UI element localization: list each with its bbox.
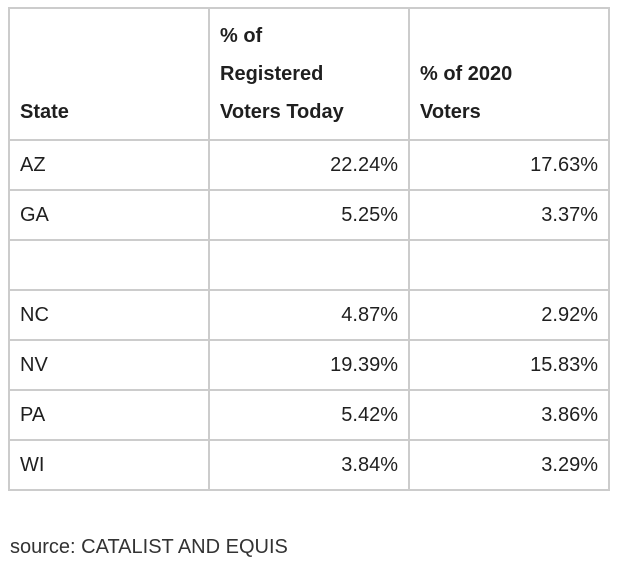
cell-pct-registered-today: 4.87% bbox=[208, 289, 410, 341]
cell-state: GA bbox=[8, 189, 210, 241]
cell-pct-registered-today: 3.84% bbox=[208, 439, 410, 491]
cell-state: NV bbox=[8, 339, 210, 391]
cell-pct-2020-voters: 3.37% bbox=[408, 189, 610, 241]
table-body: AZ 22.24% 17.63% GA 5.25% 3.37% NC 4.87%… bbox=[8, 139, 610, 491]
cell-state: AZ bbox=[8, 139, 210, 191]
cell-state: NC bbox=[8, 289, 210, 341]
table-row-empty bbox=[8, 239, 610, 291]
cell-pct-2020-voters: 3.86% bbox=[408, 389, 610, 441]
cell-pct-2020-voters bbox=[408, 239, 610, 291]
header-state: State bbox=[8, 7, 210, 141]
cell-pct-registered-today: 19.39% bbox=[208, 339, 410, 391]
cell-pct-registered-today: 5.42% bbox=[208, 389, 410, 441]
header-pct-2020-voters: % of 2020 Voters bbox=[408, 7, 610, 141]
table-row: AZ 22.24% 17.63% bbox=[8, 139, 610, 191]
table-header: State % of Registered Voters Today % of … bbox=[8, 7, 610, 141]
table-row: NV 19.39% 15.83% bbox=[8, 339, 610, 391]
table-row: PA 5.42% 3.86% bbox=[8, 389, 610, 441]
cell-pct-registered-today: 22.24% bbox=[208, 139, 410, 191]
cell-state: WI bbox=[8, 439, 210, 491]
table-row: GA 5.25% 3.37% bbox=[8, 189, 610, 241]
header-row: State % of Registered Voters Today % of … bbox=[8, 7, 610, 141]
cell-state: PA bbox=[8, 389, 210, 441]
cell-pct-2020-voters: 15.83% bbox=[408, 339, 610, 391]
source-attribution: source: CATALIST AND EQUIS bbox=[10, 536, 288, 558]
cell-pct-2020-voters: 2.92% bbox=[408, 289, 610, 341]
cell-pct-registered-today: 5.25% bbox=[208, 189, 410, 241]
header-pct-registered-today: % of Registered Voters Today bbox=[208, 7, 410, 141]
cell-pct-2020-voters: 3.29% bbox=[408, 439, 610, 491]
cell-pct-registered-today bbox=[208, 239, 410, 291]
voter-registration-table: State % of Registered Voters Today % of … bbox=[8, 7, 610, 491]
table-row: WI 3.84% 3.29% bbox=[8, 439, 610, 491]
cell-state bbox=[8, 239, 210, 291]
cell-pct-2020-voters: 17.63% bbox=[408, 139, 610, 191]
table-row: NC 4.87% 2.92% bbox=[8, 289, 610, 341]
